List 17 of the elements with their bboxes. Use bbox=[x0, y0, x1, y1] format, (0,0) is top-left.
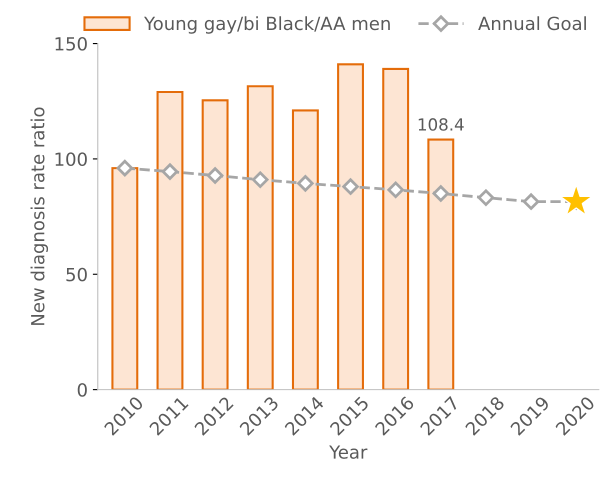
bar bbox=[111, 167, 138, 390]
data-label: 108.4 bbox=[418, 118, 464, 131]
legend-label: Annual Goal bbox=[478, 16, 586, 30]
bar bbox=[292, 109, 319, 390]
y-tick-label: 150 bbox=[56, 37, 87, 51]
bar bbox=[382, 68, 410, 390]
bar bbox=[156, 90, 184, 390]
x-axis-title: Year bbox=[329, 445, 368, 459]
y-axis-title: New diagnosis rate ratio bbox=[30, 107, 48, 325]
bar bbox=[246, 85, 274, 390]
y-tick-label: 50 bbox=[66, 268, 87, 282]
bar bbox=[427, 138, 454, 390]
legend-label: Young gay/bi Black/AA men bbox=[144, 16, 390, 34]
bar bbox=[202, 99, 229, 390]
y-tick-label: 0 bbox=[78, 383, 87, 397]
y-tick-label: 100 bbox=[56, 152, 87, 166]
bar bbox=[337, 63, 364, 390]
